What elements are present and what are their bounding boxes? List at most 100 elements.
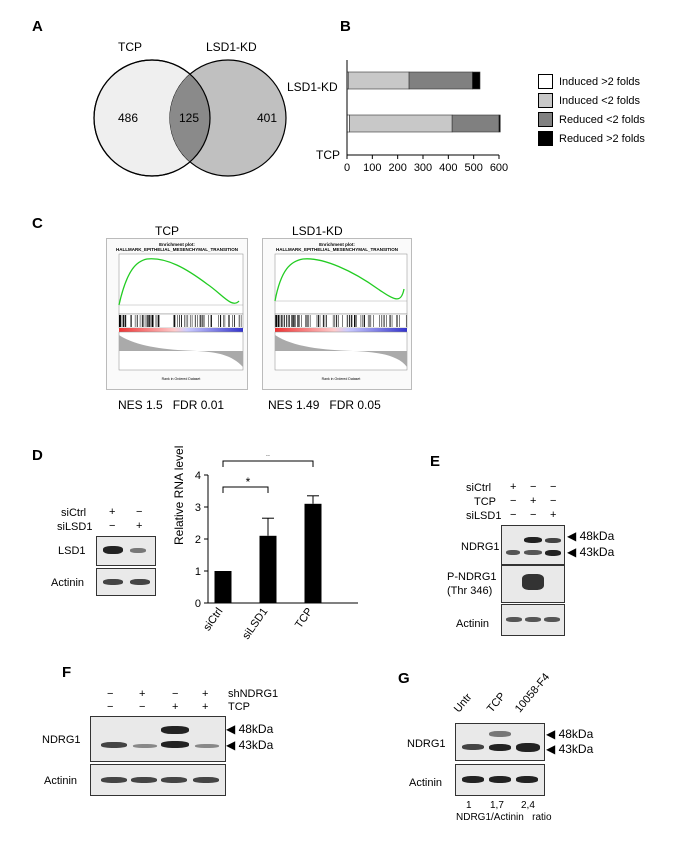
panel-f-label: F (62, 664, 72, 681)
g-lane-untr: Untr (451, 691, 475, 715)
e-sign: − (530, 481, 537, 493)
x-tick-label: 0 (344, 162, 350, 174)
sign: + (109, 506, 116, 518)
f-blot-actinin-label: Actinin (44, 775, 78, 787)
panel-a-label: A (32, 18, 43, 35)
x-tick-label: siLSD1 (240, 606, 270, 642)
g-lane-tcp: TCP (484, 690, 509, 715)
svg-text:HALLMARK_EPITHELIAL_MESENCHYMA: HALLMARK_EPITHELIAL_MESENCHYMAL_TRANSITI… (276, 247, 398, 252)
y-tick-label: 1 (195, 566, 201, 578)
y-tick-label: 4 (195, 470, 201, 482)
svg-text:Enrichment plot:: Enrichment plot: (159, 242, 195, 247)
x-tick-label: 300 (414, 162, 432, 174)
e-sign: + (550, 509, 557, 521)
panel-d-label: D (32, 447, 43, 464)
gsea-lsd1kd-nes: NES 1.49 FDR 0.05 (268, 398, 381, 412)
g-ratio-tcp: 1,7 (490, 800, 504, 811)
e-sign: − (510, 495, 517, 507)
venn-left-count: 486 (118, 111, 139, 125)
stacked-bar-chart: 0 100 200 300 400 500 600 (344, 60, 508, 174)
panel-e-label: E (430, 453, 441, 470)
sign: − (136, 506, 143, 518)
g-blot-ndrg1-label: NDRG1 (407, 738, 446, 750)
f-sign: + (172, 701, 179, 713)
x-tick-label: 200 (388, 162, 406, 174)
y-tick-label: 0 (195, 598, 201, 610)
e-blot-ndrg1-label: NDRG1 (461, 541, 500, 553)
g-blot-ndrg1 (455, 723, 545, 761)
f-blot-actinin (90, 764, 226, 796)
d-blot-actinin-label: Actinin (51, 577, 85, 589)
e-row-tcp: TCP (474, 496, 496, 508)
y-tick-label: 2 (195, 534, 201, 546)
gsea-plot-lsd1kd: Enrichment plot: HALLMARK_EPITHELIAL_MES… (262, 238, 412, 390)
f-mw-48: ◀ 48kDa (226, 722, 274, 736)
d-blot-actinin (96, 568, 156, 596)
gsea-lsd1kd-title: LSD1-KD (292, 224, 343, 238)
bar-segment (472, 71, 481, 90)
venn-overlap-count: 125 (179, 111, 200, 125)
d-ylabel: Relative RNA level (172, 445, 186, 545)
x-tick-label: 400 (439, 162, 457, 174)
d-row-sictrl: siCtrl (61, 507, 87, 519)
g-blot-actinin-label: Actinin (409, 777, 443, 789)
bar-label-lsd1kd: LSD1-KD (287, 80, 338, 94)
d-row-silsd1: siLSD1 (57, 521, 93, 533)
x-tick-label: siCtrl (201, 606, 225, 633)
f-row-tcp: TCP (228, 701, 250, 713)
e-sign: − (510, 509, 517, 521)
significance-star: * (246, 475, 251, 489)
legend-item: Reduced <2 folds (538, 110, 645, 129)
e-blot-actinin-label: Actinin (456, 618, 490, 630)
bar-segment (349, 114, 453, 133)
f-sign: + (202, 701, 209, 713)
legend-item: Induced <2 folds (538, 91, 645, 110)
x-tick-label: 600 (490, 162, 508, 174)
legend-item: Reduced >2 folds (538, 129, 645, 148)
venn-diagram (93, 59, 287, 177)
svg-text:Rank in Ordered Dataset: Rank in Ordered Dataset (162, 377, 201, 381)
f-sign: − (107, 688, 114, 700)
e-mw-48: ◀ 48kDa (567, 529, 615, 543)
g-mw-48: ◀ 48kDa (546, 727, 594, 741)
f-sign: − (139, 701, 146, 713)
e-blot-actinin (501, 604, 565, 636)
y-tick-label: 3 (195, 502, 201, 514)
e-row-sictrl: siCtrl (466, 482, 492, 494)
bar (259, 535, 277, 603)
f-blot-ndrg1 (90, 716, 226, 762)
panel-b-label: B (340, 18, 351, 35)
f-sign: + (202, 688, 209, 700)
e-sign: + (530, 495, 537, 507)
bar-label-tcp: TCP (316, 148, 340, 162)
e-blot-pndrg1-label: P-NDRG1 (Thr 346) (447, 571, 497, 597)
svg-text:Enrichment plot:: Enrichment plot: (319, 242, 355, 247)
f-sign: − (172, 688, 179, 700)
venn-right-label: LSD1-KD (206, 40, 257, 54)
svg-text:Rank in Ordered Dataset: Rank in Ordered Dataset (322, 377, 361, 381)
x-tick-label: TCP (293, 606, 315, 631)
f-sign: − (107, 701, 114, 713)
rna-bar-chart: 0 1 2 3 4 siCtrl siLSD1 TCP * * (195, 455, 358, 642)
e-sign: + (510, 481, 517, 493)
bar-segment (451, 114, 500, 133)
gsea-plot-tcp: Enrichment plot: HALLMARK_EPITHELIAL_MES… (106, 238, 248, 390)
gsea-tcp-nes: NES 1.5 FDR 0.01 (118, 398, 225, 412)
legend-item: Induced >2 folds (538, 72, 645, 91)
g-ratio-10058: 2,4 (521, 800, 535, 811)
sign: + (136, 520, 143, 532)
panel-g-label: G (398, 670, 410, 687)
f-mw-43: ◀ 43kDa (226, 738, 274, 752)
g-ratio-untr: 1 (466, 800, 472, 811)
e-sign: − (550, 495, 557, 507)
venn-right-count: 401 (257, 111, 278, 125)
bar-segment (408, 71, 473, 90)
f-blot-ndrg1-label: NDRG1 (42, 734, 81, 746)
chart-legend: Induced >2 folds Induced <2 folds Reduce… (538, 72, 645, 148)
e-sign: − (530, 509, 537, 521)
sign: − (109, 520, 116, 532)
e-row-silsd1: siLSD1 (466, 510, 502, 522)
venn-left-label: TCP (118, 40, 142, 54)
d-blot-lsd1 (96, 536, 156, 566)
d-blot-lsd1-label: LSD1 (58, 545, 86, 557)
